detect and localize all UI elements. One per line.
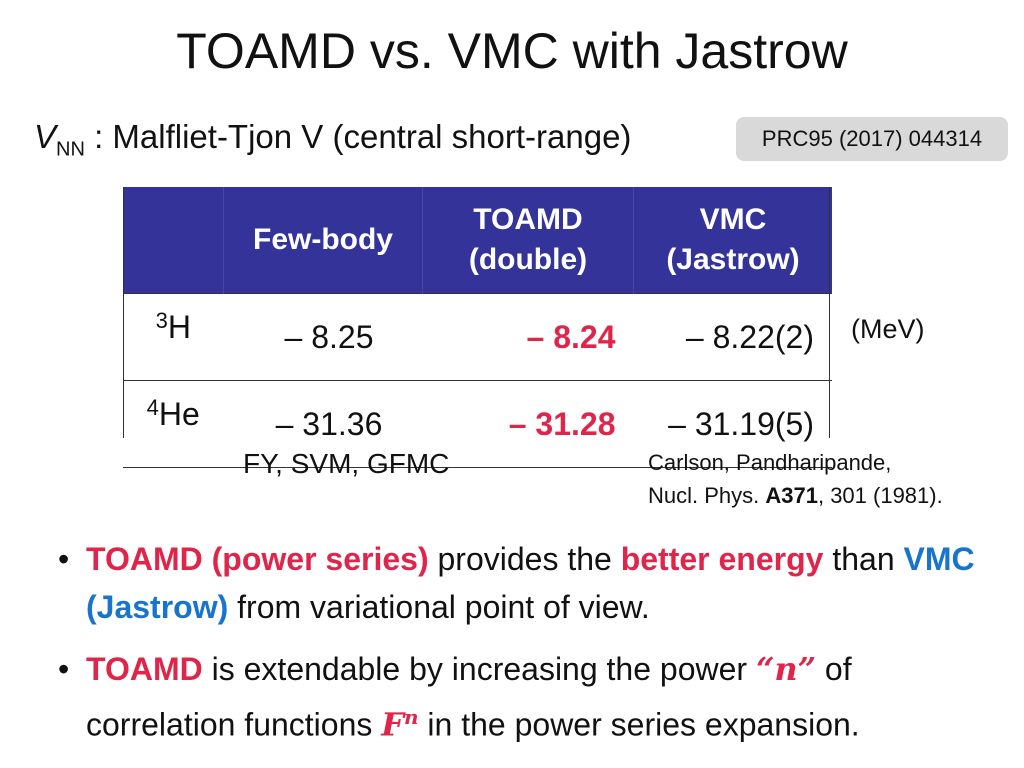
bullet-list: • TOAMD (power series) provides the bett… — [58, 535, 1008, 763]
nucleus-cell: 4He — [123, 380, 224, 468]
element-symbol: He — [158, 396, 200, 432]
fewbody-methods: FY, SVM, GFMC — [243, 448, 450, 479]
citation: Carlson, Pandharipande, Nucl. Phys. A371… — [648, 446, 943, 512]
bullet-dot-icon: • — [58, 541, 70, 577]
mass-number: 3 — [155, 308, 168, 333]
fewbody-value: – 31.36 — [223, 380, 423, 468]
vmc-value: – 8.22(2) — [633, 293, 832, 381]
citation-journal: Nucl. Phys. — [648, 483, 766, 508]
potential-line: VNN : Malfliet-Tjon V (central short-ran… — [34, 118, 631, 162]
header-vmc: VMC (Jastrow) — [633, 187, 832, 294]
header-toamd-line2: (double) — [468, 243, 588, 276]
bullet-text: in the power series expansion. — [418, 706, 860, 743]
fewbody-value: – 8.25 — [223, 293, 423, 381]
header-vmc-line2: (Jastrow) — [666, 243, 800, 276]
potential-subscript: NN — [56, 138, 85, 161]
table-header-row: Few-body TOAMD (double) VMC (Jastrow) — [123, 187, 832, 294]
citation-rest: , 301 (1981). — [817, 483, 943, 508]
toamd-value: – 31.28 — [422, 380, 634, 468]
bullet-text: provides the — [428, 541, 621, 577]
header-toamd-line1: TOAMD — [473, 203, 583, 236]
correlation-function-symbol: F — [381, 705, 404, 744]
header-vmc-line1: VMC — [699, 203, 767, 236]
unit-label: (MeV) — [851, 314, 925, 344]
power-n-text: “n” — [755, 650, 817, 688]
slide-title: TOAMD vs. VMC with Jastrow — [176, 23, 848, 79]
citation-volume: A371 — [765, 483, 818, 508]
bullet-text: of correlation functions — [86, 651, 852, 743]
table-row: 3H – 8.25 – 8.24 – 8.22(2) — [123, 293, 832, 381]
results-table: Few-body TOAMD (double) VMC (Jastrow) 3H –… — [123, 187, 832, 468]
header-empty — [123, 187, 224, 294]
bullet-dot-icon: • — [58, 651, 70, 687]
bullet-text: is extendable by increasing the power — [202, 651, 756, 687]
citation-authors: Carlson, Pandharipande, — [648, 450, 892, 475]
bullet-text: from variational point of view. — [228, 589, 650, 625]
vmc-value: – 31.19(5) — [633, 380, 832, 468]
toamd-value: – 8.24 — [422, 293, 634, 381]
mass-number: 4 — [146, 395, 159, 420]
toamd-text: TOAMD — [86, 651, 203, 687]
header-fewbody: Few-body — [223, 187, 423, 294]
element-symbol: H — [167, 309, 191, 345]
bullet-text: than — [823, 541, 904, 577]
potential-symbol: V — [34, 118, 57, 155]
table-row: 4He – 31.36 – 31.28 – 31.19(5) — [123, 380, 832, 468]
nucleus-cell: 3H — [123, 293, 224, 381]
potential-description: : Malfliet-Tjon V (central short-range) — [84, 118, 632, 155]
bullet-item-1: • TOAMD (power series) provides the bett… — [58, 535, 1008, 631]
bullet-item-2: • TOAMD is extendable by increasing the … — [58, 645, 1008, 749]
header-toamd: TOAMD (double) — [422, 187, 634, 294]
reference-box: PRC95 (2017) 044314 — [736, 117, 1008, 161]
correlation-function-exponent: n — [403, 705, 419, 729]
better-energy-text: better energy — [620, 541, 824, 577]
toamd-power-series-text: TOAMD (power series) — [86, 541, 429, 577]
vmc-jastrow-text: VMC (Jastrow) — [86, 541, 975, 625]
